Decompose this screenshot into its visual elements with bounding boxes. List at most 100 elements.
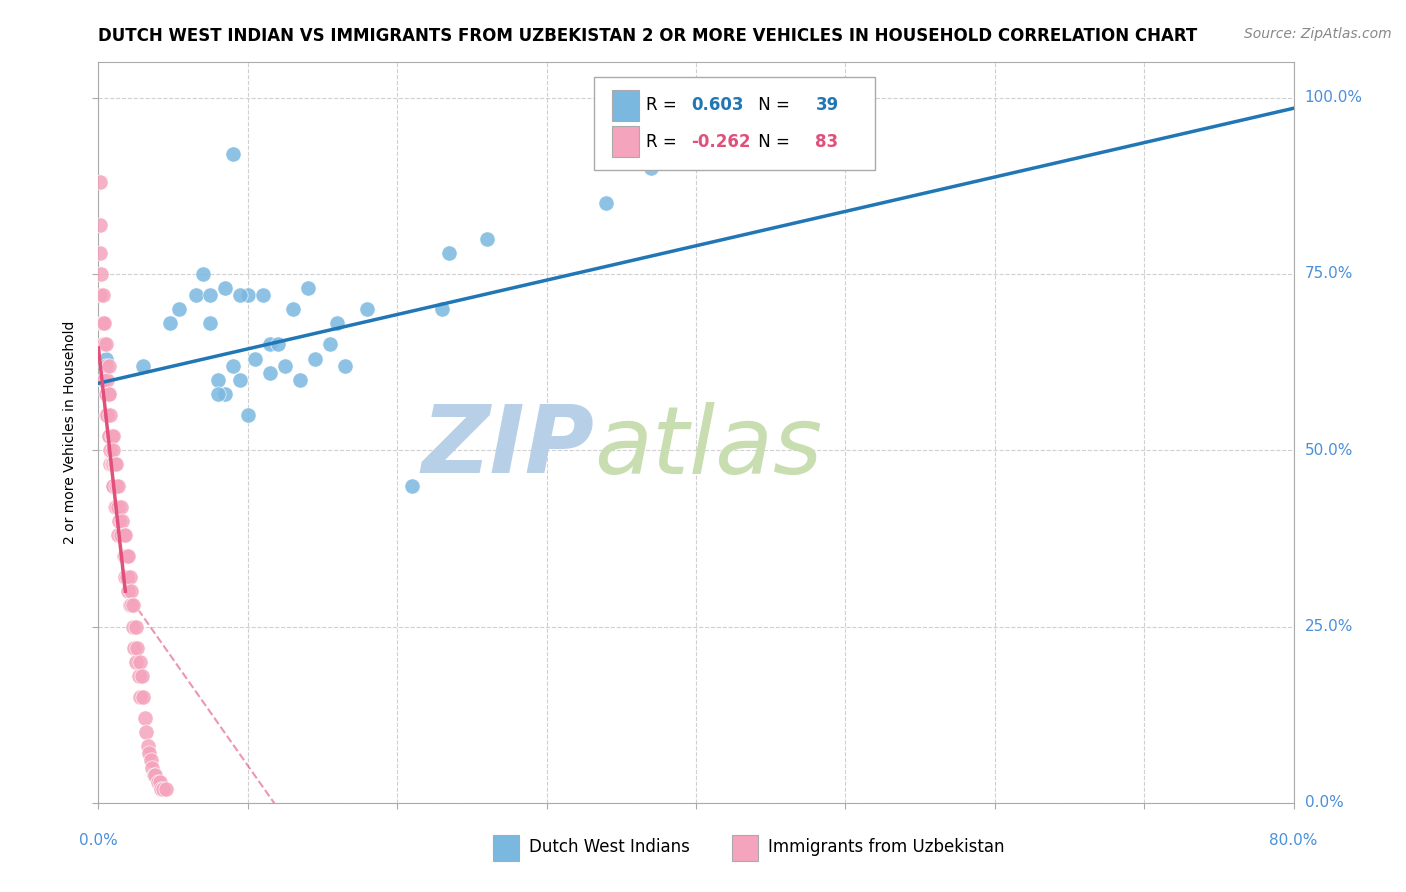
Point [259, 366, 281, 380]
Point [97, 429, 120, 443]
Point [93, 373, 115, 387]
Text: N =: N = [754, 96, 796, 114]
Point [134, 711, 156, 725]
Point [97, 387, 120, 401]
Point [105, 458, 128, 472]
Point [135, 725, 157, 739]
Point [430, 302, 453, 317]
Point [149, 774, 172, 789]
Point [94, 351, 117, 366]
Point [105, 478, 128, 492]
Point [91, 316, 114, 330]
Point [152, 781, 174, 796]
Text: R =: R = [645, 133, 682, 151]
Point [117, 584, 139, 599]
Point [167, 302, 190, 317]
Point [107, 478, 129, 492]
Point [288, 373, 311, 387]
Point [101, 429, 124, 443]
Point [107, 528, 129, 542]
Point [200, 316, 222, 330]
Text: 100.0%: 100.0% [1305, 90, 1362, 105]
Point [115, 570, 138, 584]
Point [229, 288, 252, 302]
Point [103, 458, 125, 472]
Text: 50.0%: 50.0% [1305, 442, 1353, 458]
Point [259, 337, 281, 351]
Point [159, 316, 181, 330]
Point [114, 549, 136, 563]
Point [117, 549, 139, 563]
Point [319, 337, 342, 351]
Point [89, 175, 111, 189]
Point [107, 500, 129, 514]
Point [142, 767, 165, 781]
Point [103, 478, 125, 492]
Point [129, 655, 152, 669]
Point [103, 429, 125, 443]
Point [207, 373, 229, 387]
Point [89, 218, 111, 232]
Point [333, 359, 356, 373]
Point [214, 387, 236, 401]
Point [127, 640, 149, 655]
Text: N =: N = [754, 133, 796, 151]
Point [245, 351, 267, 366]
Text: Source: ZipAtlas.com: Source: ZipAtlas.com [1244, 27, 1392, 41]
Point [105, 500, 128, 514]
Point [121, 599, 143, 613]
Point [184, 288, 207, 302]
Point [112, 528, 135, 542]
Point [118, 599, 141, 613]
Point [150, 781, 173, 796]
Point [91, 373, 114, 387]
Point [326, 316, 349, 330]
Point [93, 337, 115, 351]
Point [96, 408, 118, 422]
Point [155, 781, 177, 796]
Point [132, 690, 155, 704]
Point [110, 528, 132, 542]
Point [475, 232, 498, 246]
Point [97, 359, 120, 373]
Point [685, 112, 707, 126]
Point [297, 281, 319, 295]
Point [97, 429, 120, 443]
Point [94, 337, 117, 351]
FancyBboxPatch shape [595, 78, 876, 169]
Point [94, 408, 117, 422]
Point [129, 690, 152, 704]
Point [94, 387, 117, 401]
Point [96, 373, 118, 387]
Point [222, 147, 245, 161]
Point [120, 584, 142, 599]
Text: 25.0%: 25.0% [1305, 619, 1353, 634]
Point [139, 754, 162, 768]
Point [141, 760, 163, 774]
Bar [613, 126, 638, 157]
Point [148, 774, 170, 789]
Text: -0.262: -0.262 [692, 133, 751, 151]
Bar [613, 90, 638, 121]
Point [281, 302, 304, 317]
Bar [733, 835, 758, 861]
Point [112, 549, 135, 563]
Point [222, 359, 245, 373]
Point [111, 514, 134, 528]
Point [97, 387, 120, 401]
Point [104, 500, 127, 514]
Text: Immigrants from Uzbekistan: Immigrants from Uzbekistan [768, 838, 1004, 856]
Point [125, 619, 148, 633]
Text: ZIP: ZIP [422, 401, 595, 493]
Bar [494, 835, 519, 861]
Point [104, 458, 127, 472]
Point [236, 288, 259, 302]
Point [121, 619, 143, 633]
Point [101, 458, 124, 472]
Text: R =: R = [645, 96, 682, 114]
Text: 0.0%: 0.0% [1305, 796, 1343, 810]
Text: 75.0%: 75.0% [1305, 267, 1353, 282]
Point [143, 767, 166, 781]
Point [114, 528, 136, 542]
Point [103, 443, 125, 458]
